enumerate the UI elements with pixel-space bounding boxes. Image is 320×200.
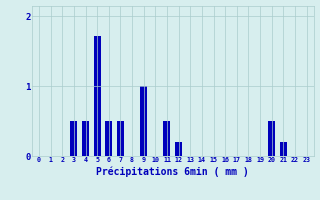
Bar [164,121,171,156]
Bar [70,121,77,156]
Bar [94,36,101,156]
Bar [268,121,275,156]
X-axis label: Précipitations 6min ( mm ): Précipitations 6min ( mm ) [96,166,249,177]
Bar [175,142,182,156]
Bar [117,121,124,156]
Bar [140,86,147,156]
Bar [82,121,89,156]
Bar [105,121,112,156]
Bar [280,142,287,156]
